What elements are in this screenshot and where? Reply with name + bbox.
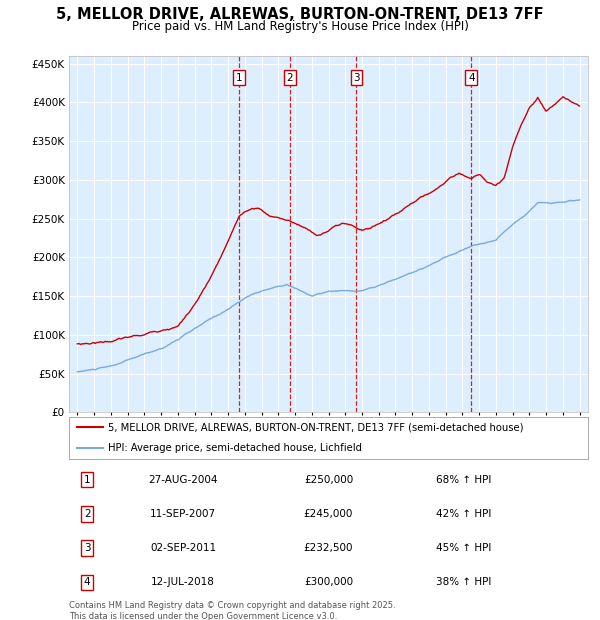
Text: 1: 1 [236,73,242,82]
Text: 4: 4 [84,577,91,587]
Text: £245,000: £245,000 [304,509,353,519]
Text: 42% ↑ HPI: 42% ↑ HPI [436,509,491,519]
Text: 45% ↑ HPI: 45% ↑ HPI [436,543,491,553]
Text: 11-SEP-2007: 11-SEP-2007 [150,509,216,519]
Text: 38% ↑ HPI: 38% ↑ HPI [436,577,491,587]
Text: £232,500: £232,500 [304,543,353,553]
Text: £300,000: £300,000 [304,577,353,587]
Text: 3: 3 [353,73,360,82]
Text: 68% ↑ HPI: 68% ↑ HPI [436,475,491,485]
Text: 5, MELLOR DRIVE, ALREWAS, BURTON-ON-TRENT, DE13 7FF: 5, MELLOR DRIVE, ALREWAS, BURTON-ON-TREN… [56,7,544,22]
Text: HPI: Average price, semi-detached house, Lichfield: HPI: Average price, semi-detached house,… [108,443,362,453]
Text: 27-AUG-2004: 27-AUG-2004 [148,475,218,485]
Text: Contains HM Land Registry data © Crown copyright and database right 2025.
This d: Contains HM Land Registry data © Crown c… [69,601,395,620]
Text: 2: 2 [84,509,91,519]
Text: 02-SEP-2011: 02-SEP-2011 [150,543,216,553]
Text: 2: 2 [287,73,293,82]
Text: 4: 4 [468,73,475,82]
Text: 1: 1 [84,475,91,485]
Text: 5, MELLOR DRIVE, ALREWAS, BURTON-ON-TRENT, DE13 7FF (semi-detached house): 5, MELLOR DRIVE, ALREWAS, BURTON-ON-TREN… [108,422,523,432]
Text: Price paid vs. HM Land Registry's House Price Index (HPI): Price paid vs. HM Land Registry's House … [131,20,469,33]
Text: £250,000: £250,000 [304,475,353,485]
Text: 3: 3 [84,543,91,553]
Text: 12-JUL-2018: 12-JUL-2018 [151,577,215,587]
